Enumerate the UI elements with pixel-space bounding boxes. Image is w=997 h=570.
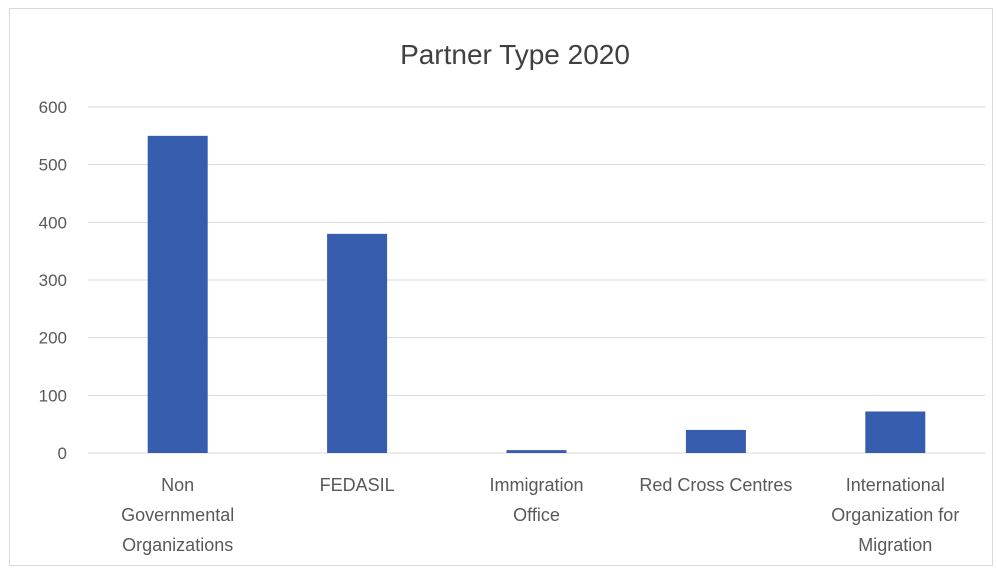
bar: [147, 135, 208, 453]
y-tick-label: 600: [39, 98, 67, 117]
y-tick-label: 0: [58, 444, 67, 463]
x-category-label: Immigration Office: [489, 475, 583, 525]
x-category-label: FEDASIL: [320, 475, 395, 495]
bar: [865, 411, 926, 453]
x-category-label: International Organization for Migration: [831, 475, 959, 555]
y-tick-label: 100: [39, 386, 67, 405]
chart-title: Partner Type 2020: [400, 39, 630, 70]
bars: [147, 135, 926, 453]
x-category-label: Non Governmental Organizations: [121, 475, 234, 555]
y-tick-label: 300: [39, 271, 67, 290]
chart-frame: Partner Type 2020 0 100 200 300 400 500 600 No…: [9, 8, 993, 566]
y-tick-label: 400: [39, 213, 67, 232]
y-tick-label: 200: [39, 329, 67, 348]
bar: [685, 429, 746, 453]
bar: [327, 233, 388, 453]
y-tick-label: 500: [39, 156, 67, 175]
bar: [506, 450, 567, 453]
x-axis-labels: Non Governmental Organizations FEDASIL Immig…: [121, 475, 959, 555]
gridlines: [88, 106, 985, 454]
y-axis-ticks: 0 100 200 300 400 500 600: [39, 98, 67, 463]
x-category-label: Red Cross Centres: [639, 475, 792, 495]
bar-chart: Partner Type 2020 0 100 200 300 400 500 600 No…: [39, 39, 985, 555]
